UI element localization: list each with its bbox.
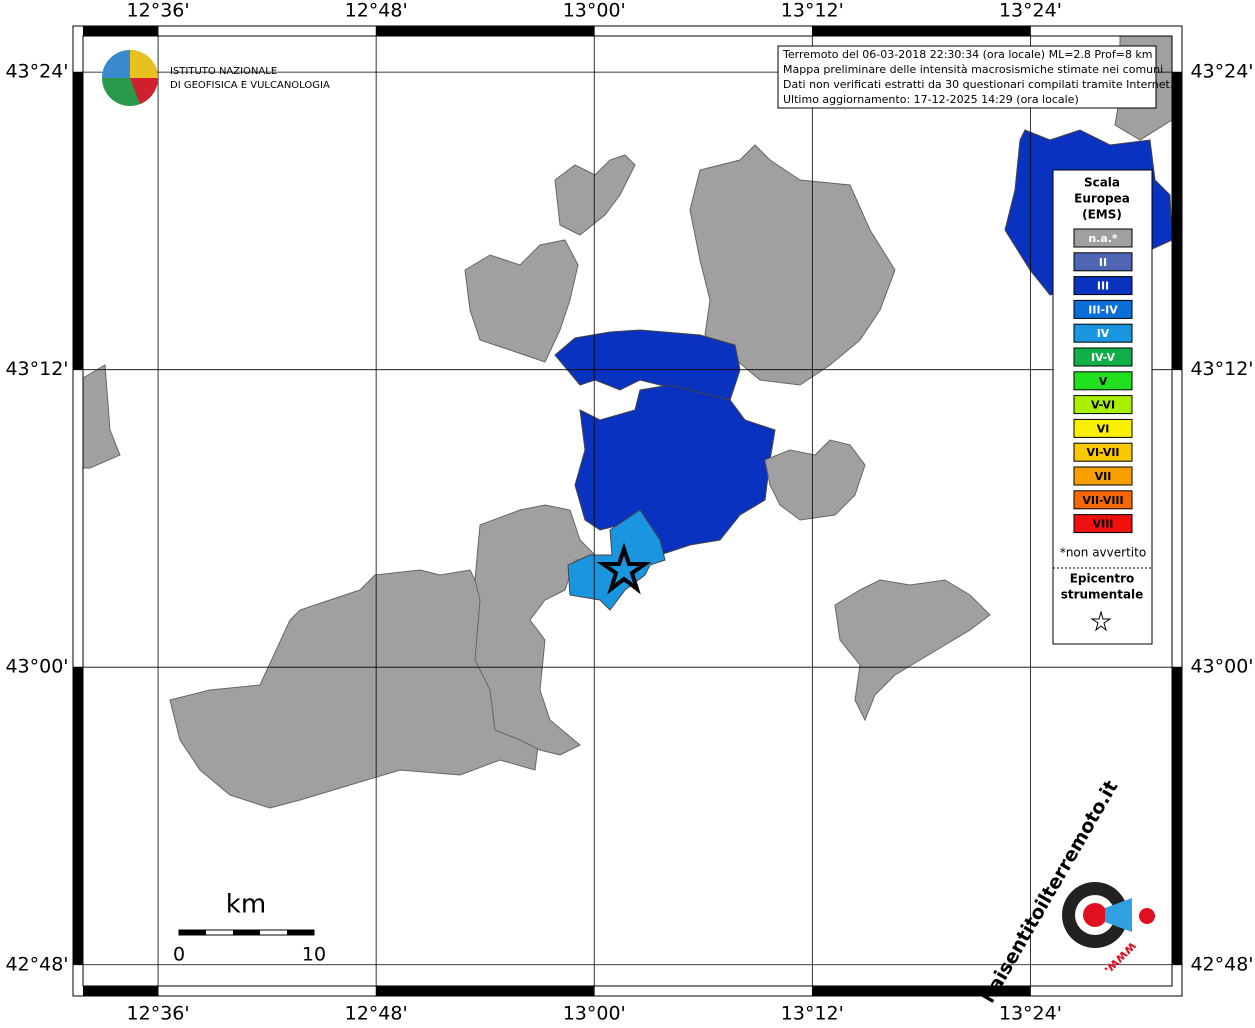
info-line: Dati non verificati estratti da 30 quest…	[783, 78, 1173, 91]
logo-text: ISTITUTO NAZIONALE	[170, 66, 277, 77]
x-tick-label: 13°00'	[563, 1003, 626, 1025]
municipality	[689, 144, 896, 386]
legend-note: *non avvertito	[1060, 546, 1146, 560]
y-tick-label: 42°48'	[5, 953, 68, 975]
legend-label: IV	[1097, 327, 1110, 340]
legend-label: VII	[1095, 470, 1112, 483]
legend-label: IV-V	[1091, 351, 1116, 364]
y-tick-label: 43°12'	[5, 358, 68, 380]
legend-epicenter: Epicentro	[1070, 572, 1135, 586]
frame-stripe	[83, 986, 159, 996]
frame-inner	[82, 35, 1173, 987]
y-tick-label: 43°24'	[5, 61, 68, 83]
legend-label: VI	[1097, 422, 1110, 435]
legend-swatch	[1073, 442, 1133, 462]
logo-segment	[130, 50, 158, 78]
y-tick-label: 42°48'	[1190, 953, 1253, 975]
legend-label: n.a.*	[1088, 232, 1118, 245]
legend-swatch	[1073, 514, 1133, 534]
x-tick-label: 13°24'	[999, 0, 1062, 22]
legend-swatch	[1073, 299, 1133, 319]
y-tick-label: 43°24'	[1190, 61, 1253, 83]
legend-label: II	[1099, 256, 1107, 269]
legend-epicenter: strumentale	[1061, 588, 1144, 602]
logo-dot	[1139, 908, 1155, 924]
legend-swatch	[1073, 395, 1133, 415]
legend-title: Scala	[1084, 176, 1120, 190]
frame-stripe	[376, 26, 595, 36]
frame-stripe	[1172, 667, 1182, 965]
epicenter-star	[596, 542, 652, 595]
frame-stripe	[83, 26, 159, 36]
x-tick-label: 13°24'	[999, 1003, 1062, 1025]
legend-swatch	[1073, 490, 1133, 510]
legend-label: VIII	[1093, 518, 1114, 531]
scale-bar-segment	[233, 930, 260, 935]
logo-text: DI GEOFISICA E VULCANOLOGIA	[170, 80, 330, 91]
tick-labels: 12°36' 12°36' 12°48' 12°48' 13°00' 13°00' 13°1…	[5, 0, 1253, 1025]
frame-stripe	[73, 667, 83, 965]
x-tick-label: 12°36'	[127, 1003, 190, 1025]
legend-label: VII-VIII	[1082, 494, 1123, 507]
x-tick-label: 13°12'	[781, 0, 844, 22]
legend-label: III	[1097, 280, 1109, 293]
info-line: Mappa preliminare delle intensità macros…	[783, 63, 1163, 76]
ingv-logo: ISTITUTO NAZIONALE DI GEOFISICA E VULCAN…	[102, 50, 330, 106]
x-tick-label: 12°48'	[345, 1003, 408, 1025]
info-box	[777, 45, 1157, 109]
logo-ring	[1083, 903, 1107, 927]
municipalities	[82, 35, 1173, 809]
frame-stripe	[1172, 72, 1182, 370]
x-tick-label: 13°12'	[781, 1003, 844, 1025]
scale-bar: km 0 10	[173, 890, 326, 966]
legend-label: V-VI	[1091, 399, 1115, 412]
legend-swatch	[1073, 418, 1133, 438]
municipality	[464, 239, 579, 363]
scale-bar-segment	[179, 930, 206, 935]
legend-star	[1090, 610, 1112, 632]
legend-swatch	[1073, 252, 1133, 272]
scale-unit: km	[226, 890, 266, 920]
municipality	[834, 579, 991, 722]
frame-outer	[72, 25, 1183, 997]
x-tick-label: 12°48'	[345, 0, 408, 22]
logo-segment	[102, 50, 130, 78]
legend-label: V	[1099, 375, 1108, 388]
info-line: Ultimo aggiornamento: 17-12-2025 14:29 (…	[783, 93, 1079, 106]
event-info: Terremoto del 06-03-2018 22:30:34 (ora l…	[777, 45, 1173, 109]
legend-swatch	[1073, 466, 1133, 486]
y-tick-label: 43°12'	[1190, 358, 1253, 380]
scale-label: 10	[302, 944, 326, 966]
legend-label: III-IV	[1088, 303, 1118, 316]
municipality	[567, 509, 666, 611]
legend-swatch	[1073, 347, 1133, 367]
scale-label: 0	[173, 944, 185, 966]
legend-title: Europea	[1074, 192, 1130, 206]
x-tick-label: 13°00'	[563, 0, 626, 22]
frame-stripe	[812, 26, 1031, 36]
legend-swatch	[1073, 323, 1133, 343]
y-tick-label: 43°00'	[5, 656, 68, 678]
frame-stripe	[376, 986, 595, 996]
y-tick-label: 43°00'	[1190, 656, 1253, 678]
legend-title: (EMS)	[1082, 208, 1122, 222]
municipality	[574, 384, 776, 556]
map-frame	[72, 25, 1183, 997]
info-line: Terremoto del 06-03-2018 22:30:34 (ora l…	[782, 48, 1153, 61]
legend-swatch	[1073, 276, 1133, 296]
frame-stripe	[812, 986, 1031, 996]
legend-label: VI-VII	[1086, 446, 1119, 459]
frame-stripe	[73, 72, 83, 370]
logo-beam	[1105, 898, 1132, 932]
legend-swatch	[1073, 371, 1133, 391]
municipality	[554, 154, 636, 236]
municipality	[764, 439, 866, 521]
legend-swatch	[1073, 228, 1133, 248]
logo-segment	[130, 78, 158, 104]
legend: Scala Europea (EMS) *non avvertito Epice…	[1052, 169, 1153, 645]
scale-bar-segment	[287, 930, 314, 935]
x-tick-label: 12°36'	[127, 0, 190, 22]
